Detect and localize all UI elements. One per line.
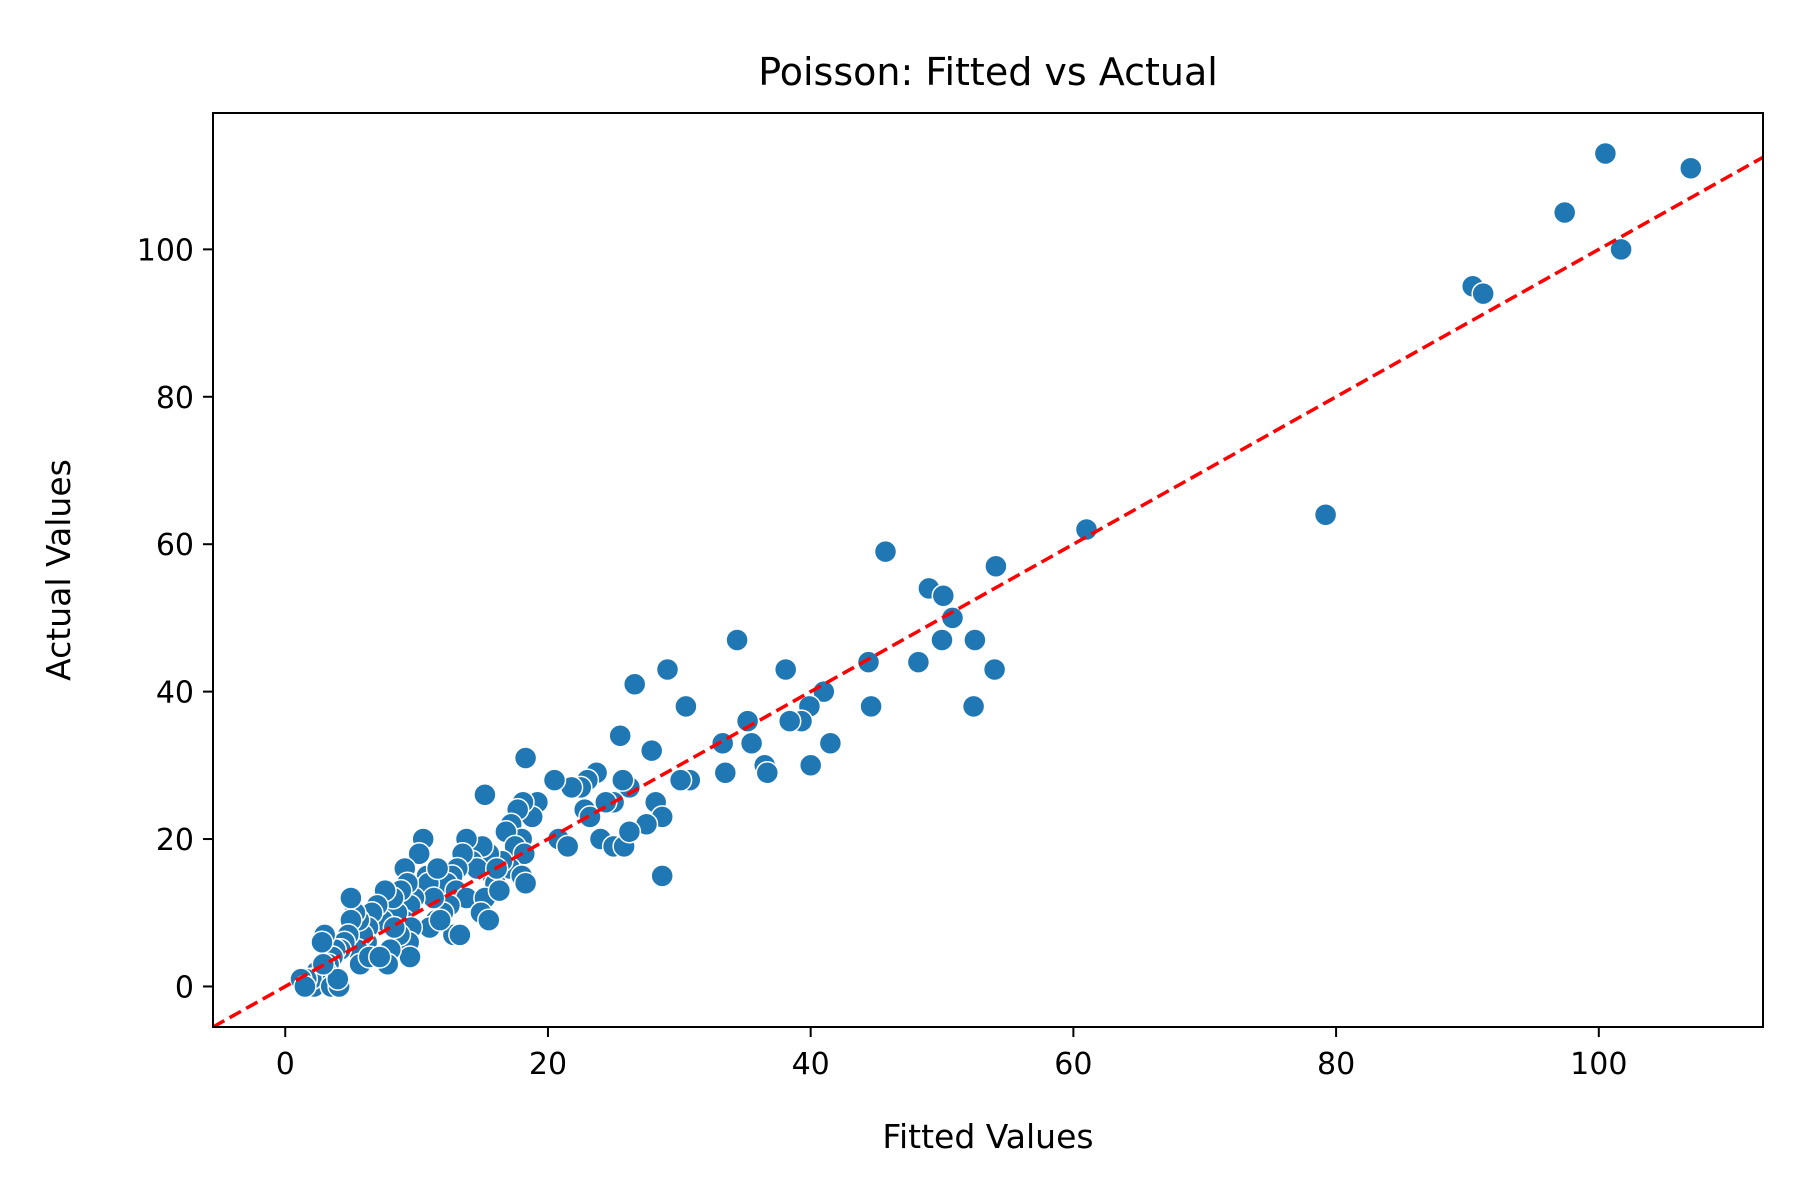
x-axis-label: Fitted Values — [882, 1117, 1093, 1156]
data-point — [668, 768, 693, 792]
data-point — [608, 724, 632, 748]
data-point — [1313, 502, 1338, 527]
data-point — [555, 834, 580, 859]
data-point — [856, 650, 881, 674]
data-point — [398, 945, 422, 969]
data-point — [513, 871, 538, 896]
data-point — [473, 783, 497, 807]
x-tick-label: 80 — [1317, 1047, 1355, 1082]
data-point — [428, 908, 452, 932]
data-point — [982, 657, 1007, 682]
y-tick-label: 0 — [175, 970, 194, 1005]
y-tick-label: 100 — [137, 233, 194, 268]
data-point — [655, 657, 680, 682]
x-tick-label: 20 — [529, 1047, 567, 1082]
data-point — [487, 878, 512, 903]
data-point — [407, 842, 431, 866]
data-point — [940, 606, 965, 630]
data-point — [906, 650, 931, 674]
data-point — [622, 672, 647, 697]
data-point — [368, 945, 392, 969]
data-point — [513, 746, 538, 770]
data-point — [735, 709, 760, 733]
data-point — [542, 768, 567, 792]
data-point — [725, 628, 749, 652]
y-tick-label: 20 — [156, 823, 194, 858]
data-point — [674, 694, 698, 719]
data-point — [930, 628, 954, 652]
data-point — [1609, 237, 1633, 262]
x-tick-label: 60 — [1054, 1047, 1092, 1082]
data-points — [289, 141, 1703, 999]
data-point — [611, 768, 635, 792]
data-point — [339, 886, 363, 910]
data-point — [326, 967, 350, 991]
data-point — [755, 760, 780, 785]
data-point — [777, 709, 802, 733]
data-point — [310, 930, 334, 954]
y-axis-label: Actual Values — [39, 459, 78, 681]
y-tick-label: 80 — [156, 381, 194, 416]
y-tick-label: 40 — [156, 676, 194, 711]
x-axis: 0 20 40 60 80 100 — [276, 1027, 1627, 1082]
data-point — [984, 554, 1008, 579]
x-tick-label: 100 — [1570, 1047, 1627, 1082]
y-tick-label: 60 — [156, 528, 194, 563]
x-tick-label: 40 — [792, 1047, 830, 1082]
data-point — [713, 760, 738, 785]
reference-line — [213, 155, 1763, 1027]
data-point — [963, 628, 987, 652]
data-point — [425, 856, 450, 881]
data-point — [1471, 281, 1495, 306]
data-point — [931, 584, 956, 608]
plot-frame — [212, 112, 1764, 1028]
y-axis: 0 20 40 60 80 100 — [137, 233, 213, 1005]
data-point — [798, 753, 823, 778]
data-point — [650, 864, 674, 888]
data-point — [1593, 141, 1618, 166]
data-point — [617, 819, 642, 844]
data-point — [961, 694, 986, 719]
reference-line-layer — [213, 155, 1763, 1027]
data-point — [639, 738, 664, 763]
data-point — [773, 657, 798, 682]
data-point — [1552, 200, 1577, 225]
data-point — [421, 886, 446, 910]
data-point — [1679, 156, 1703, 181]
data-point — [1074, 517, 1099, 542]
data-point — [873, 539, 898, 564]
chart-title: Poisson: Fitted vs Actual — [758, 50, 1218, 94]
data-point — [477, 908, 501, 932]
x-tick-label: 0 — [276, 1047, 295, 1082]
data-point — [818, 731, 843, 755]
data-point — [448, 923, 472, 947]
data-point — [739, 731, 764, 755]
data-point — [859, 694, 883, 719]
